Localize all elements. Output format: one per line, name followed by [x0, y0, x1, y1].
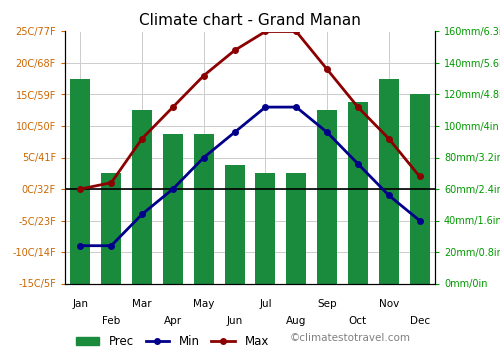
- Text: Mar: Mar: [132, 299, 152, 309]
- Bar: [256, 173, 276, 284]
- Legend: Prec, Min, Max: Prec, Min, Max: [71, 331, 274, 350]
- Text: Aug: Aug: [286, 316, 306, 326]
- Text: Nov: Nov: [378, 299, 399, 309]
- Bar: [348, 102, 368, 284]
- Text: Apr: Apr: [164, 316, 182, 326]
- Text: Oct: Oct: [349, 316, 367, 326]
- Text: May: May: [193, 299, 214, 309]
- Text: Jan: Jan: [72, 299, 88, 309]
- Bar: [132, 110, 152, 284]
- Text: Feb: Feb: [102, 316, 120, 326]
- Bar: [163, 134, 183, 284]
- Bar: [317, 110, 337, 284]
- Text: Jun: Jun: [226, 316, 242, 326]
- Bar: [410, 94, 430, 284]
- Text: Jul: Jul: [259, 299, 272, 309]
- Bar: [101, 173, 121, 284]
- Bar: [194, 134, 214, 284]
- Bar: [286, 173, 306, 284]
- Text: Dec: Dec: [410, 316, 430, 326]
- Bar: [224, 166, 244, 284]
- Text: ©climatestotravel.com: ©climatestotravel.com: [290, 333, 411, 343]
- Text: Sep: Sep: [318, 299, 337, 309]
- Title: Climate chart - Grand Manan: Climate chart - Grand Manan: [139, 13, 361, 28]
- Bar: [70, 79, 90, 284]
- Bar: [378, 79, 399, 284]
